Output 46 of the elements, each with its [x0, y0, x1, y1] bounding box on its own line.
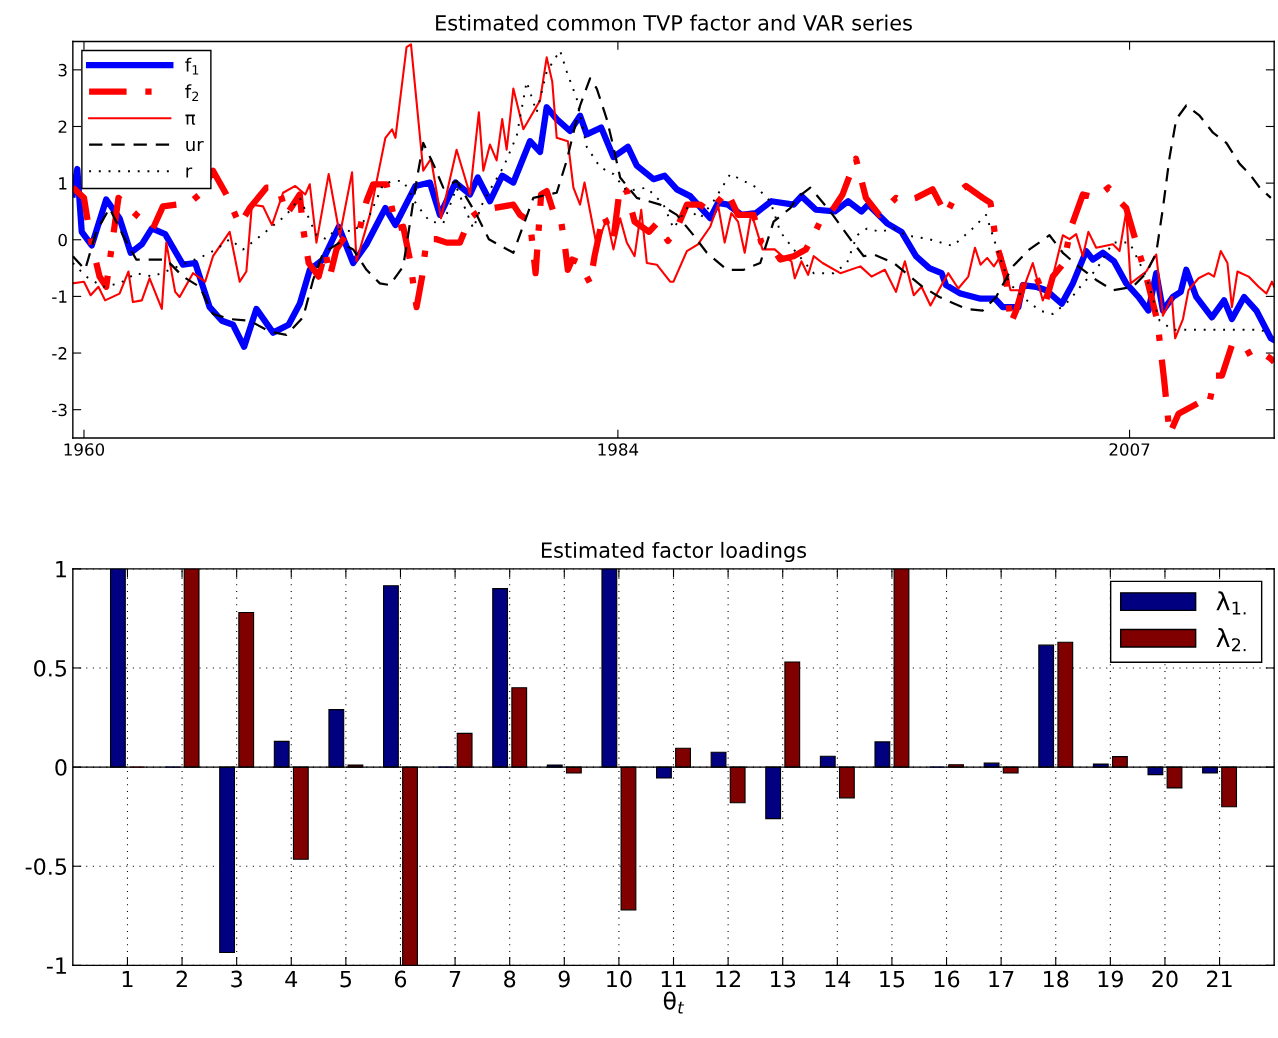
x-tick-label: 10 [607, 970, 632, 988]
chart-title: Estimated common TVP factor and VAR series [436, 14, 912, 31]
legend-label: λ$_{1.}$ [1216, 591, 1246, 615]
x-tick-label: 1984 [598, 443, 639, 456]
x-tick-label: 21 [1207, 970, 1232, 988]
y-tick-label: 0.5 [34, 659, 67, 677]
x-tick-label: 18 [1044, 970, 1069, 988]
x-tick-label: 2007 [1109, 443, 1150, 456]
x-tick-label: 8 [504, 970, 516, 988]
y-tick-label: 3 [58, 63, 67, 77]
y-tick-label: 0 [58, 233, 67, 247]
x-tick-label: 1 [122, 970, 133, 988]
legend-label: π [185, 114, 196, 125]
x-tick-label: 17 [989, 970, 1014, 988]
chart-title: Estimated factor loadings [541, 541, 807, 563]
x-tick-label: 13 [771, 970, 796, 988]
x-tick-label: 5 [340, 970, 351, 988]
legend-label: λ$_{2.}$ [1216, 628, 1246, 652]
x-tick-label: 2 [176, 970, 187, 988]
x-tick-label: 3 [231, 970, 242, 988]
y-tick-label: 1 [56, 561, 66, 578]
x-tick-label: 12 [716, 970, 741, 988]
x-tick-label: 9 [558, 970, 570, 988]
y-tick-label: 2 [58, 120, 67, 133]
x-tick-label: 4 [285, 970, 298, 988]
legend-label: f$_{1}$ [185, 57, 199, 75]
x-tick-label: 14 [825, 970, 851, 988]
x-tick-label: 11 [661, 970, 686, 988]
y-tick-label: -0.5 [25, 858, 67, 875]
x-tick-label: 16 [934, 970, 960, 988]
y-tick-label: -2 [52, 347, 67, 360]
legend-label: f$_{2}$ [185, 84, 199, 101]
x-tick-label: 19 [1098, 970, 1123, 988]
y-tick-label: 0 [55, 759, 67, 776]
y-tick-label: 1 [59, 177, 67, 190]
x-tick-label: 7 [449, 970, 461, 988]
x-tick-label: 15 [880, 970, 905, 988]
y-tick-label: -3 [52, 403, 67, 417]
x-tick-label: 1960 [64, 443, 105, 456]
y-tick-label: -1 [52, 290, 67, 303]
x-tick-label: 20 [1152, 970, 1178, 988]
x-axis-title: θ$_{t}$ [663, 991, 685, 1014]
y-tick-label: -1 [46, 957, 66, 974]
legend-label: r [186, 167, 193, 178]
x-tick-label: 6 [394, 970, 407, 988]
legend-label: ur [186, 140, 204, 152]
